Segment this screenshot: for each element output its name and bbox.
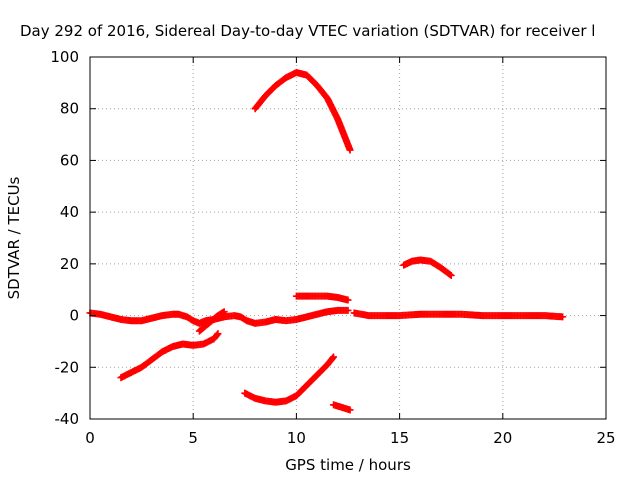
ticks bbox=[89, 56, 607, 420]
x-tick-label: 20 bbox=[493, 429, 512, 447]
y-tick-label: 0 bbox=[69, 307, 79, 325]
tick-labels: 0 5 10 15 20 25 -40 -20 0 20 40 60 80 100 bbox=[50, 48, 615, 447]
y-tick-label: 20 bbox=[60, 255, 79, 273]
x-tick-label: 15 bbox=[390, 429, 409, 447]
data-point bbox=[214, 330, 222, 338]
x-tick-label: 5 bbox=[188, 429, 198, 447]
x-tick-label: 10 bbox=[287, 429, 306, 447]
data-series-arc-8 bbox=[350, 309, 567, 321]
y-tick-label: 40 bbox=[60, 203, 79, 221]
data-series-arc-3 bbox=[195, 308, 228, 335]
data-series-arc-9 bbox=[400, 256, 455, 279]
x-axis-label: GPS time / hours bbox=[285, 456, 411, 474]
data-point bbox=[447, 271, 455, 279]
data-point bbox=[344, 296, 352, 304]
data-point bbox=[220, 308, 228, 316]
data-point bbox=[559, 313, 567, 321]
y-tick-label: 100 bbox=[50, 48, 79, 66]
data-series-arc-4 bbox=[251, 69, 354, 154]
data-series-arc-7 bbox=[330, 401, 354, 414]
x-tick-label: 25 bbox=[596, 429, 615, 447]
data-point bbox=[344, 306, 352, 314]
data-series-arc-5 bbox=[241, 353, 338, 406]
data-point bbox=[346, 146, 354, 154]
y-tick-label: 80 bbox=[60, 100, 79, 118]
data-point bbox=[329, 354, 337, 362]
y-tick-label: -40 bbox=[55, 410, 80, 428]
data-point bbox=[346, 406, 354, 414]
y-axis-label: SDTVAR / TECUs bbox=[5, 176, 23, 299]
data-layer bbox=[86, 69, 567, 414]
data-point bbox=[330, 353, 338, 361]
data-series-arc-6 bbox=[292, 292, 352, 304]
data-series-arc-2 bbox=[117, 330, 222, 382]
data-point bbox=[213, 331, 221, 339]
y-tick-label: -20 bbox=[55, 358, 80, 376]
data-point bbox=[446, 271, 454, 279]
chart-title: Day 292 of 2016, Sidereal Day-to-day VTE… bbox=[20, 22, 595, 40]
x-tick-label: 0 bbox=[85, 429, 95, 447]
y-tick-label: 60 bbox=[60, 151, 79, 169]
plot-frame bbox=[89, 56, 607, 420]
grid bbox=[90, 57, 606, 419]
